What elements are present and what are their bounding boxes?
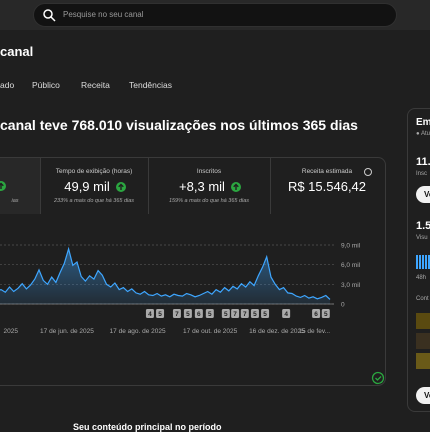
video-marker [321,309,330,318]
metric-label: Receita estimada [301,168,353,175]
side-card: Em ● Atu 11.4 Insc Ve 1.5 Visu 48h Cont … [407,108,430,412]
section-title: Seu conteúdo principal no período [73,422,222,432]
video-marker [312,309,321,318]
check-icon [371,371,385,385]
metric-value: +8,3 mil [179,179,225,194]
metric-label: Inscritos [196,168,222,175]
x-tick-label: 17 de jun. de 2025 [40,328,94,335]
search-icon [43,9,56,22]
side-mini-bars [416,255,430,269]
y-tick-label: 9,0 mil [341,243,361,250]
side-period: 48h [416,275,427,281]
y-tick-label: 3,0 mil [341,282,361,289]
video-marker [172,309,181,318]
video-marker-label: 7 [233,311,237,318]
metric-divider [148,158,149,214]
video-marker-label: 5 [253,311,257,318]
area [0,248,330,304]
metric-note: 159% a mais do que há 365 dias [168,198,250,204]
side-views-label: Visu [416,235,428,241]
video-marker [240,309,249,318]
metric-label: Tempo de exibição (horas) [55,168,133,175]
x-tick-label: 17 de out. de 2025 [183,328,238,335]
video-marker-label: 7 [175,311,179,318]
video-marker-label: 5 [186,311,190,318]
y-tick-label: 6,0 mil [341,262,361,269]
thumbnail[interactable] [416,313,430,329]
clock-icon [364,168,372,176]
video-marker [221,309,230,318]
side-content-label: Cont [416,296,429,302]
metric-note: 233% a mais do que há 365 dias [53,198,135,204]
video-marker [194,309,203,318]
up-icon [231,182,241,192]
check-mark [375,376,382,381]
x-tick-label: 2025 [4,328,19,335]
side-status-text: Atu [420,131,430,137]
video-marker [282,309,291,318]
video-marker [261,309,270,318]
video-marker-label: 4 [148,311,152,318]
metric-selected[interactable] [0,158,40,214]
x-tick-label: 16 de dez. de 2025 [249,328,305,335]
line [0,246,331,300]
thumbnail[interactable] [416,353,430,369]
side-status: ● Atu [416,131,430,137]
up-icon [0,181,6,191]
video-marker-label: 7 [243,311,247,318]
metric-divider [40,158,41,214]
tab[interactable]: Tendências [129,80,173,90]
video-marker-label: 6 [197,311,201,318]
up-icon [116,182,126,192]
y-tick-label: 0 [341,302,345,309]
side-button[interactable]: Ve [416,186,430,203]
video-marker-label: 5 [263,311,267,318]
side-subs: 11.4 [416,156,430,168]
search-box[interactable]: Pesquise no seu canal [33,3,397,27]
metric-value: R$ 15.546,42 [287,179,367,194]
video-marker-label: 5 [224,311,228,318]
side-subs-label: Insc [416,171,428,177]
video-marker [205,309,214,318]
video-marker-label: 4 [284,311,288,318]
side-views: 1.5 [416,220,430,232]
video-marker [231,309,240,318]
video-marker [156,309,165,318]
side-button[interactable]: Ve [416,387,430,404]
x-tick-label: 17 de ago. de 2025 [110,328,166,335]
video-marker-label: 5 [208,311,212,318]
video-marker [250,309,259,318]
thumbnail[interactable] [416,333,430,349]
metric-note: ias [11,198,19,204]
metric-divider [270,158,271,214]
video-marker-label: 5 [158,311,162,318]
video-marker-label: 5 [324,311,328,318]
x-tick-label: 15 de fev... [298,328,330,335]
video-marker [183,309,192,318]
headline: canal teve 768.010 visualizações nos últ… [0,117,358,133]
metric-value: 49,9 mil [64,179,110,194]
tab[interactable]: ado [0,80,15,90]
side-title: Em [416,117,430,128]
search-placeholder: Pesquise no seu canal [63,10,144,19]
page-title: canal [0,44,34,59]
video-marker-label: 6 [314,311,318,318]
tab[interactable]: Público [32,80,60,90]
video-marker [145,309,154,318]
tab[interactable]: Receita [81,80,110,90]
